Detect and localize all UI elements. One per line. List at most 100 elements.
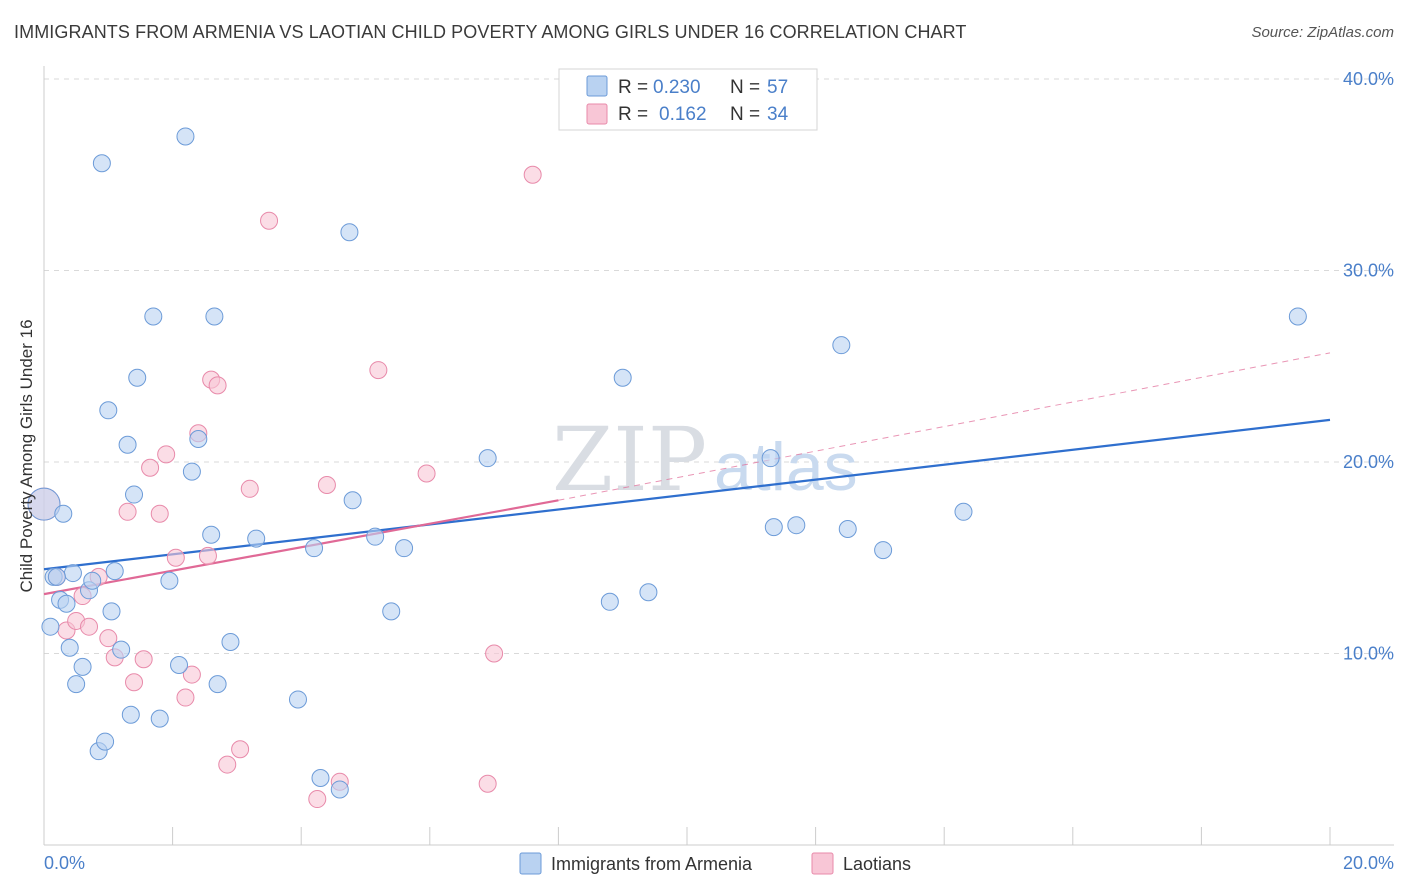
- point-armenia: [639, 583, 658, 602]
- point-armenia: [96, 732, 115, 751]
- point-armenia: [67, 675, 86, 694]
- point-armenia: [478, 449, 497, 468]
- point-laotians: [99, 629, 118, 648]
- point-armenia: [343, 491, 362, 510]
- point-armenia: [160, 571, 179, 590]
- point-laotians: [166, 548, 185, 567]
- point-armenia: [128, 368, 147, 387]
- y-tick-label: 40.0%: [1343, 69, 1394, 89]
- point-armenia: [121, 705, 140, 724]
- point-armenia: [305, 539, 324, 558]
- legend-n-value-armenia: 57: [767, 77, 788, 98]
- point-laotians: [478, 774, 497, 793]
- point-laotians: [218, 755, 237, 774]
- chart-title: IMMIGRANTS FROM ARMENIA VS LAOTIAN CHILD…: [14, 22, 967, 42]
- x-tick-labels: 0.0% 20.0%: [44, 853, 1394, 873]
- point-armenia: [63, 564, 82, 583]
- point-laotians: [417, 464, 436, 483]
- bottom-legend-swatch-laotians: [811, 852, 834, 875]
- bottom-legend-swatch-armenia: [519, 852, 542, 875]
- point-armenia: [247, 529, 266, 548]
- point-armenia: [600, 592, 619, 611]
- point-laotians: [240, 479, 259, 498]
- point-armenia: [54, 504, 73, 523]
- point-armenia: [761, 449, 780, 468]
- y-tick-labels: 10.0% 20.0% 30.0% 40.0%: [1343, 69, 1394, 664]
- point-laotians: [157, 445, 176, 464]
- point-laotians: [523, 165, 542, 184]
- point-laotians: [118, 502, 137, 521]
- point-laotians: [125, 673, 144, 692]
- point-laotians: [260, 211, 279, 230]
- point-armenia: [73, 657, 92, 676]
- point-laotians: [134, 650, 153, 669]
- point-armenia: [57, 594, 76, 613]
- legend-swatch-armenia: [586, 75, 608, 97]
- bottom-legend-label-armenia: Immigrants from Armenia: [551, 854, 753, 874]
- legend-r-value-laotians: 0.162: [659, 104, 707, 125]
- data-points: [27, 127, 1307, 809]
- point-armenia: [112, 640, 131, 659]
- point-armenia: [27, 487, 61, 521]
- point-armenia: [613, 368, 632, 387]
- legend-n-label-armenia: N =: [730, 77, 760, 98]
- trend-line-laotians: [43, 499, 559, 596]
- point-armenia: [83, 571, 102, 590]
- point-armenia: [205, 307, 224, 326]
- y-tick-label: 10.0%: [1343, 644, 1394, 664]
- point-armenia: [311, 768, 330, 787]
- point-armenia: [41, 617, 60, 636]
- point-armenia: [330, 780, 349, 799]
- point-armenia: [189, 430, 208, 449]
- legend-swatch-laotians: [586, 103, 608, 125]
- point-laotians: [369, 361, 388, 380]
- point-armenia: [150, 709, 169, 728]
- point-laotians: [198, 546, 217, 565]
- legend-box: R = 0.230 N = 57 R = 0.162 N = 34: [558, 68, 818, 131]
- watermark: ZIP atlas: [552, 408, 858, 511]
- point-armenia: [170, 655, 189, 674]
- legend-n-value-laotians: 34: [767, 104, 789, 125]
- point-laotians: [141, 458, 160, 477]
- point-laotians: [208, 376, 227, 395]
- point-laotians: [485, 644, 504, 663]
- point-armenia: [125, 485, 144, 504]
- legend-r-label-armenia: R =: [618, 77, 648, 98]
- point-armenia: [221, 633, 240, 652]
- point-armenia: [832, 336, 851, 355]
- point-armenia: [105, 562, 124, 581]
- point-laotians: [80, 617, 99, 636]
- point-armenia: [764, 518, 783, 537]
- bottom-legend-label-laotians: Laotians: [843, 854, 911, 874]
- watermark-atlas: atlas: [714, 429, 858, 505]
- point-armenia: [838, 520, 857, 539]
- point-armenia: [202, 525, 221, 544]
- point-armenia: [47, 567, 66, 586]
- point-armenia: [92, 154, 111, 173]
- point-laotians: [150, 504, 169, 523]
- point-armenia: [382, 602, 401, 621]
- legend-r-label-laotians: R =: [618, 104, 648, 125]
- legend-r-value-armenia: 0.230: [653, 77, 701, 98]
- point-armenia: [954, 502, 973, 521]
- axes: [43, 66, 1394, 846]
- point-armenia: [118, 435, 137, 454]
- point-armenia: [60, 638, 79, 657]
- point-armenia: [787, 516, 806, 535]
- point-armenia: [208, 675, 227, 694]
- point-armenia: [102, 602, 121, 621]
- point-armenia: [99, 401, 118, 420]
- point-armenia: [366, 527, 385, 546]
- bottom-legend: Immigrants from Armenia Laotians: [519, 852, 911, 875]
- y-tick-label: 20.0%: [1343, 452, 1394, 472]
- point-laotians: [176, 688, 195, 707]
- point-armenia: [182, 462, 201, 481]
- x-tick-label-end: 20.0%: [1343, 853, 1394, 873]
- point-armenia: [288, 690, 307, 709]
- legend-n-label-laotians: N =: [730, 104, 760, 125]
- point-armenia: [395, 539, 414, 558]
- point-armenia: [874, 541, 893, 560]
- point-armenia: [176, 127, 195, 146]
- watermark-zip: ZIP: [552, 408, 707, 511]
